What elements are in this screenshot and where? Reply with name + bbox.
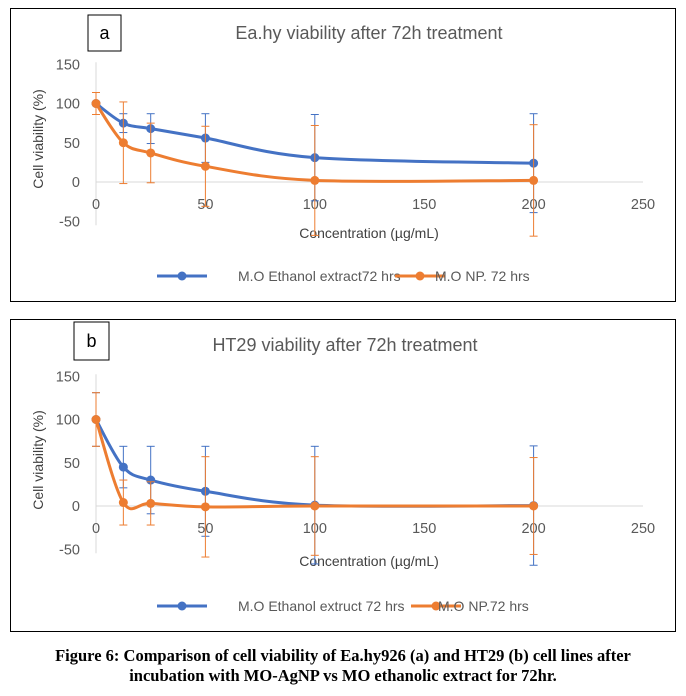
legend-label-a: M.O Ethanol extract72 hrs: [238, 268, 401, 284]
panel-letter-box-b: [73, 321, 110, 361]
x-axis-label-b: Concentration (µg/mL): [299, 553, 439, 569]
y-tick-label-b: 50: [64, 456, 80, 472]
legend-label-a: M.O NP. 72 hrs: [435, 268, 530, 284]
data-point-b: [529, 501, 539, 511]
chart-title-b: HT29 viability after 72h treatment: [212, 335, 477, 355]
y-tick-label-a: -50: [59, 214, 80, 230]
series-2-b: [91, 392, 539, 558]
chart-a-svg: a Ea.hy viability after 72h treatment -50 0…: [30, 14, 655, 284]
data-point-b: [200, 502, 210, 512]
legend-label-b: M.O NP.72 hrs: [438, 598, 529, 614]
chart-panel-b: b HT29 viability after 72h treatment -50 0 5…: [10, 319, 676, 632]
y-tick-label-a: 50: [64, 136, 80, 152]
panel-letter-a: a: [99, 23, 110, 43]
caption-line-2: incubation with MO-AgNP vs MO ethanolic …: [129, 666, 557, 685]
caption-line-1: Figure 6: Comparison of cell viability o…: [55, 646, 631, 665]
x-tick-label-a: 0: [92, 197, 100, 213]
y-axis-label-b: Cell viability (%): [30, 410, 46, 510]
x-tick-label-b: 150: [412, 521, 436, 537]
x-axis-label-a: Concentration (µg/mL): [299, 225, 439, 241]
panel-letter-box-a: [87, 14, 122, 52]
legend-label-b: M.O Ethanol extruct 72 hrs: [238, 598, 405, 614]
y-tick-label-a: 100: [56, 97, 80, 113]
panel-letter-b: b: [86, 331, 96, 351]
y-tick-label-b: 0: [72, 499, 80, 515]
data-point-a: [91, 99, 101, 108]
x-tick-label-b: 250: [631, 521, 655, 537]
y-axis-label-a: Cell viability (%): [30, 89, 46, 189]
chart-title-a: Ea.hy viability after 72h treatment: [235, 23, 502, 43]
y-tick-label-b: 100: [56, 413, 80, 429]
data-point-a: [200, 161, 210, 171]
data-point-b: [118, 462, 128, 472]
x-tick-label-a: 150: [412, 197, 436, 213]
legend-swatch-marker-a: [415, 271, 425, 281]
chart-panel-a: a Ea.hy viability after 72h treatment -50 0…: [10, 8, 676, 302]
legend-swatch-marker-a: [177, 271, 187, 281]
y-tick-label-b: 150: [56, 369, 80, 385]
data-point-a: [118, 138, 128, 148]
x-tick-label-b: 0: [92, 521, 100, 537]
y-tick-label-a: 0: [72, 175, 80, 191]
legend-swatch-marker-b: [177, 601, 187, 611]
figure-caption: Figure 6: Comparison of cell viability o…: [0, 646, 686, 686]
series-2-a: [91, 92, 539, 237]
y-tick-label-b: -50: [59, 542, 80, 558]
data-point-a: [146, 148, 156, 158]
data-point-b: [91, 415, 101, 424]
data-point-a: [310, 175, 320, 185]
data-point-b: [310, 501, 320, 511]
data-point-b: [118, 498, 128, 508]
x-tick-label-a: 250: [631, 197, 655, 213]
data-point-b: [146, 475, 156, 485]
legend-swatch-marker-b: [431, 601, 441, 611]
data-point-a: [529, 175, 539, 185]
chart-b-svg: b HT29 viability after 72h treatment -50 0 5…: [30, 321, 655, 614]
data-point-b: [146, 498, 156, 508]
y-tick-label-a: 150: [56, 57, 80, 73]
